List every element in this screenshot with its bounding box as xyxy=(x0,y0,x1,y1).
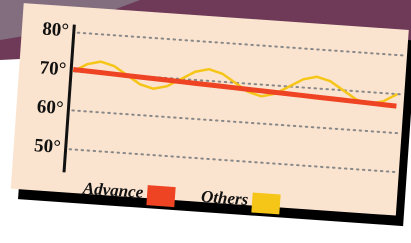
legend-label: Others xyxy=(200,187,249,209)
y-tick-label: 50° xyxy=(33,135,61,158)
y-tick-label: 60° xyxy=(36,96,64,119)
legend-swatch xyxy=(251,193,280,215)
y-tick-label: 70° xyxy=(39,57,67,80)
chart: 50°60°70°80°AdvanceOthers xyxy=(0,0,411,243)
legend-swatch xyxy=(146,185,175,207)
y-tick-label: 80° xyxy=(42,19,70,42)
card-body xyxy=(11,3,409,215)
